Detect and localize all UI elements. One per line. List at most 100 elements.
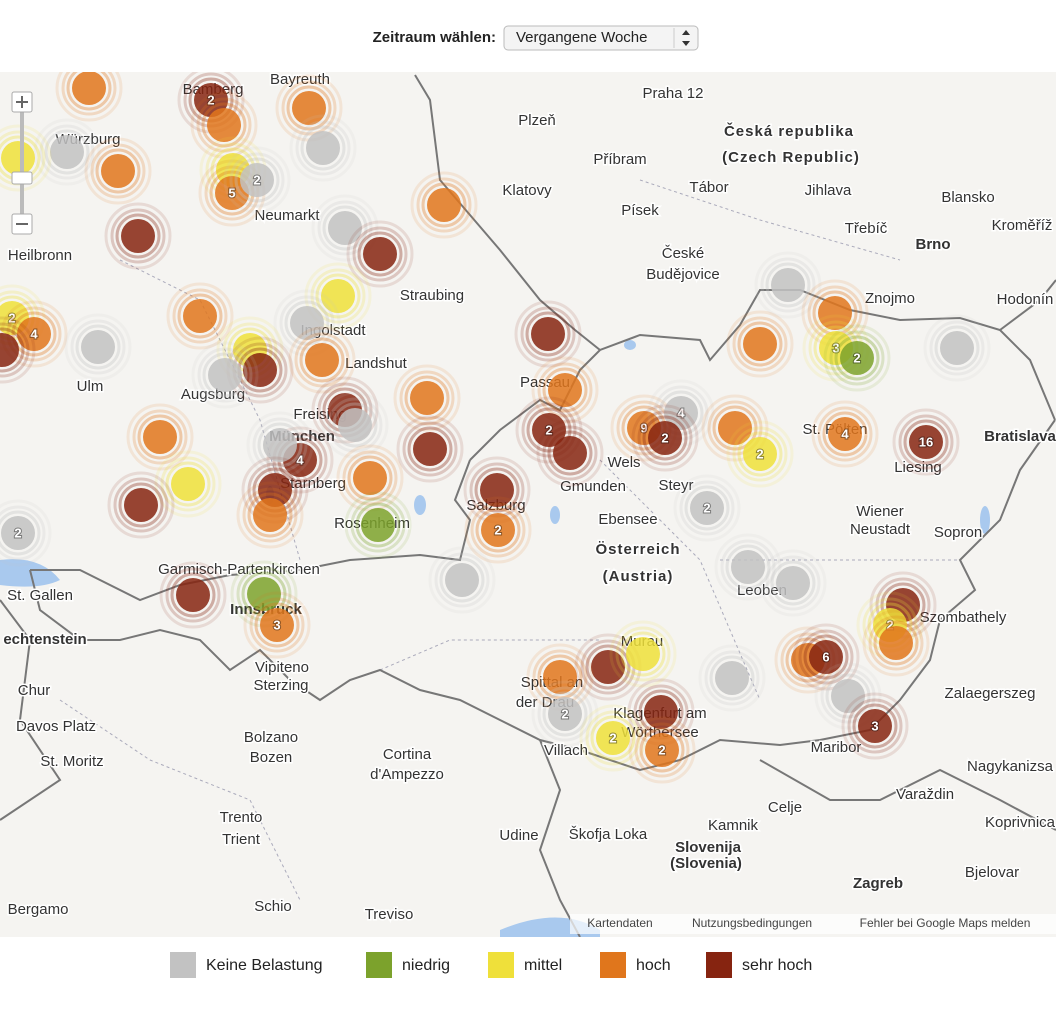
marker-dot[interactable] <box>361 508 395 542</box>
marker-dot[interactable] <box>648 421 682 455</box>
marker-dot[interactable] <box>445 563 479 597</box>
period-select[interactable]: Vergangene Woche <box>503 25 699 51</box>
marker-dot[interactable] <box>353 461 387 495</box>
attribution-link[interactable]: Kartendaten <box>587 916 652 930</box>
marker[interactable] <box>814 662 882 730</box>
marker-dot[interactable] <box>543 660 577 694</box>
attribution-link[interactable]: Fehler bei Google Maps melden <box>860 916 1031 930</box>
marker[interactable] <box>396 415 464 483</box>
marker[interactable]: 3 <box>841 692 909 760</box>
marker[interactable] <box>514 300 582 368</box>
marker-dot[interactable] <box>828 417 862 451</box>
marker-dot[interactable] <box>743 437 777 471</box>
marker[interactable]: 2 <box>531 680 599 748</box>
marker-dot[interactable] <box>644 695 678 729</box>
marker-dot[interactable] <box>531 317 565 351</box>
marker-dot[interactable] <box>240 163 274 197</box>
marker-dot[interactable] <box>481 513 515 547</box>
marker[interactable] <box>304 262 372 330</box>
marker-dot[interactable] <box>413 432 447 466</box>
marker[interactable] <box>754 251 822 319</box>
marker[interactable] <box>126 403 194 471</box>
marker-dot[interactable] <box>260 608 294 642</box>
marker-dot[interactable] <box>194 83 228 117</box>
marker[interactable] <box>609 620 677 688</box>
marker[interactable]: 2 <box>673 474 741 542</box>
marker[interactable] <box>759 549 827 617</box>
marker[interactable]: 2 <box>515 396 583 464</box>
marker[interactable]: 16 <box>892 408 960 476</box>
marker-dot[interactable] <box>909 425 943 459</box>
marker[interactable] <box>698 644 766 712</box>
marker[interactable] <box>154 450 222 518</box>
marker-dot[interactable] <box>171 467 205 501</box>
marker-dot[interactable] <box>548 373 582 407</box>
marker[interactable]: 6 <box>792 623 860 691</box>
marker-dot[interactable] <box>328 211 362 245</box>
marker-dot[interactable] <box>263 428 297 462</box>
marker-dot[interactable] <box>840 341 874 375</box>
marker-dot[interactable] <box>410 381 444 415</box>
marker-dot[interactable] <box>940 331 974 365</box>
select-value[interactable]: Vergangene Woche <box>516 29 648 46</box>
marker[interactable] <box>107 471 175 539</box>
marker-dot[interactable] <box>183 299 217 333</box>
marker-dot[interactable] <box>121 219 155 253</box>
marker[interactable]: 3 <box>243 591 311 659</box>
marker[interactable] <box>64 313 132 381</box>
marker-dot[interactable] <box>306 131 340 165</box>
marker-dot[interactable] <box>1 516 35 550</box>
marker[interactable]: 2 <box>631 404 699 472</box>
marker[interactable] <box>393 364 461 432</box>
marker[interactable]: 2 <box>0 499 52 567</box>
marker-dot[interactable] <box>548 697 582 731</box>
marker[interactable]: 2 <box>823 324 891 392</box>
marker-dot[interactable] <box>664 396 698 430</box>
marker[interactable] <box>536 419 604 487</box>
marker[interactable] <box>923 314 991 382</box>
marker-dot[interactable] <box>176 578 210 612</box>
marker[interactable]: 4 <box>0 300 68 368</box>
marker[interactable] <box>344 491 412 559</box>
marker[interactable] <box>236 481 304 549</box>
marker[interactable] <box>714 533 782 601</box>
map[interactable]: BayreuthBambergWürzburgPraha 12PlzeňČesk… <box>0 56 1057 937</box>
marker-dot[interactable] <box>532 413 566 447</box>
attribution-link[interactable]: Nutzungsbedingungen <box>692 916 812 930</box>
marker-dot[interactable] <box>321 279 355 313</box>
marker-dot[interactable] <box>831 679 865 713</box>
marker-dot[interactable] <box>247 577 281 611</box>
marker-dot[interactable] <box>207 108 241 142</box>
marker-dot[interactable] <box>215 176 249 210</box>
marker-dot[interactable] <box>731 550 765 584</box>
marker-dot[interactable] <box>809 640 843 674</box>
marker[interactable]: 2 <box>223 146 291 214</box>
marker-dot[interactable] <box>17 317 51 351</box>
marker-dot[interactable] <box>427 188 461 222</box>
marker-dot[interactable] <box>771 268 805 302</box>
marker-dot[interactable] <box>645 733 679 767</box>
marker-dot[interactable] <box>0 333 19 367</box>
marker-dot[interactable] <box>553 436 587 470</box>
marker-dot[interactable] <box>596 721 630 755</box>
marker[interactable] <box>288 326 356 394</box>
marker-dot[interactable] <box>243 353 277 387</box>
marker[interactable] <box>526 643 594 711</box>
marker[interactable]: 4 <box>811 400 879 468</box>
marker[interactable] <box>346 220 414 288</box>
marker-dot[interactable] <box>690 491 724 525</box>
marker-dot[interactable] <box>776 566 810 600</box>
marker-dot[interactable] <box>143 420 177 454</box>
marker-dot[interactable] <box>879 626 913 660</box>
marker-dot[interactable] <box>818 296 852 330</box>
marker[interactable] <box>191 341 259 409</box>
marker-dot[interactable] <box>1 141 35 175</box>
marker[interactable] <box>862 609 930 677</box>
marker-dot[interactable] <box>290 306 324 340</box>
marker-dot[interactable] <box>208 358 242 392</box>
marker[interactable]: 2 <box>464 496 532 564</box>
marker-dot[interactable] <box>253 498 287 532</box>
marker[interactable]: 2 <box>628 716 696 784</box>
marker-dot[interactable] <box>718 411 752 445</box>
marker[interactable] <box>410 171 478 239</box>
